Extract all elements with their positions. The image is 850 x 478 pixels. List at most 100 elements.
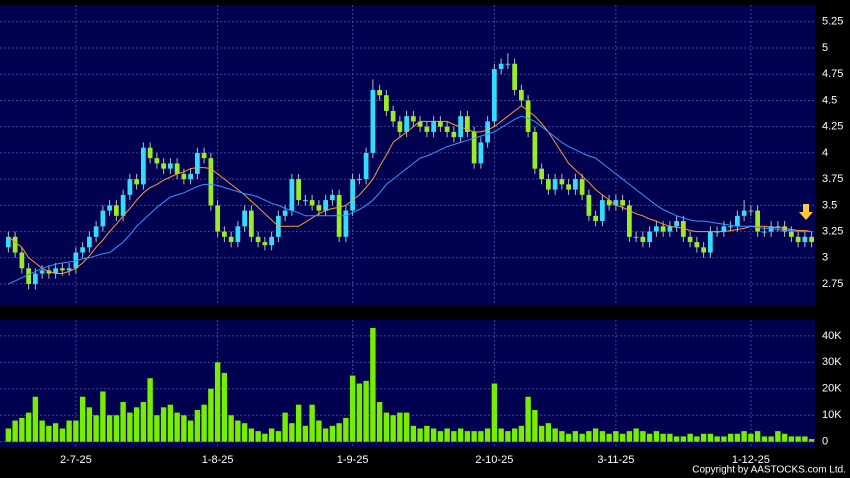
- candle-body: [60, 268, 65, 271]
- candle-body: [417, 121, 423, 127]
- candle-body: [323, 200, 328, 211]
- candle-body: [512, 63, 517, 90]
- volume-bar: [86, 407, 93, 442]
- candle-body: [539, 168, 544, 180]
- candle-body: [168, 163, 173, 169]
- volume-bar: [79, 396, 86, 442]
- volume-bar: [471, 431, 477, 442]
- volume-bar: [565, 433, 572, 442]
- volume-bar: [133, 407, 140, 442]
- volume-bar: [538, 425, 545, 442]
- volume-bar: [302, 425, 309, 442]
- candle-body: [390, 110, 396, 122]
- y-tick-label: 3.5: [822, 199, 837, 211]
- volume-bar: [322, 428, 329, 442]
- volume-bar: [592, 428, 599, 442]
- volume-bar: [721, 436, 727, 442]
- volume-bar: [46, 425, 52, 442]
- volume-bar: [748, 433, 754, 442]
- candle-body: [255, 236, 261, 243]
- candle-body: [343, 210, 349, 237]
- candle-body: [478, 142, 484, 164]
- x-tick-label: 1-8-25: [202, 454, 234, 466]
- candle-body: [728, 226, 733, 228]
- candle-body: [215, 205, 220, 232]
- volume-bar: [12, 420, 18, 442]
- volume-bar: [775, 431, 781, 442]
- candle-body: [370, 89, 376, 153]
- candle-body: [201, 152, 207, 159]
- marks: [5, 53, 815, 442]
- candle-body: [559, 179, 565, 185]
- candle-body: [363, 152, 369, 180]
- volume-bar: [66, 420, 72, 442]
- candle-body: [755, 210, 760, 232]
- volume-bar: [545, 423, 552, 442]
- volume-bar: [268, 428, 275, 442]
- candle-body: [309, 200, 315, 206]
- candle-body: [19, 252, 25, 269]
- candle-body: [573, 179, 578, 190]
- candle-body: [654, 226, 659, 232]
- candle-body: [39, 270, 45, 274]
- candle-body: [640, 236, 646, 243]
- candle-body: [134, 179, 139, 185]
- volume-bar: [167, 404, 174, 442]
- candle-body: [424, 126, 430, 132]
- candle-body: [802, 236, 808, 243]
- volume-bar: [194, 409, 201, 442]
- moving-average-line: [8, 105, 812, 274]
- volume-bar: [552, 428, 558, 442]
- volume-tick-label: 40K: [822, 330, 842, 342]
- candle-body: [411, 116, 416, 122]
- candle-body: [620, 200, 625, 206]
- volume-bar: [754, 431, 761, 442]
- y-tick-label: 4.25: [822, 121, 843, 133]
- volume-bar: [478, 431, 484, 442]
- y-tick-label: 3.25: [822, 225, 843, 237]
- volume-bar: [403, 412, 410, 442]
- candle-body: [782, 226, 787, 232]
- candle-body: [660, 226, 666, 232]
- candle-body: [600, 200, 605, 222]
- candle-body: [222, 231, 227, 237]
- volume-bar: [667, 433, 673, 442]
- x-tick-label: 2-10-25: [475, 454, 513, 466]
- volume-bar: [646, 433, 653, 442]
- candle-body: [431, 121, 436, 132]
- candle-body: [593, 215, 598, 222]
- candle-body: [181, 173, 187, 180]
- volume-bar: [599, 431, 606, 442]
- candle-body: [633, 236, 639, 238]
- candle-body: [303, 200, 308, 202]
- candle-body: [235, 226, 241, 243]
- candle-body: [701, 247, 706, 253]
- volume-bar: [727, 433, 734, 442]
- x-tick-label: 1-9-25: [337, 454, 369, 466]
- volume-bar: [491, 383, 498, 442]
- price-panel: [0, 5, 815, 305]
- volume-bar: [464, 431, 471, 442]
- candle-body: [269, 236, 274, 246]
- candle-body: [174, 163, 180, 174]
- volume-bar: [680, 436, 687, 442]
- candle-body: [721, 226, 727, 232]
- volume-tick-label: 10K: [822, 409, 842, 421]
- volume-bar: [39, 420, 45, 442]
- candle-body: [6, 236, 11, 248]
- last-price-arrow: [799, 204, 813, 220]
- candle-body: [613, 200, 619, 206]
- volume-bar: [19, 417, 25, 442]
- volume-bar: [660, 433, 666, 442]
- candle-body: [33, 273, 38, 285]
- candle-body: [566, 184, 571, 190]
- volume-bar: [653, 431, 660, 442]
- candle-body: [249, 210, 254, 237]
- volume-bar: [248, 428, 255, 442]
- volume-bar: [208, 388, 214, 442]
- candle-body: [775, 226, 781, 228]
- volume-bar: [424, 425, 430, 442]
- volume-bar: [93, 415, 99, 442]
- candle-body: [384, 95, 389, 111]
